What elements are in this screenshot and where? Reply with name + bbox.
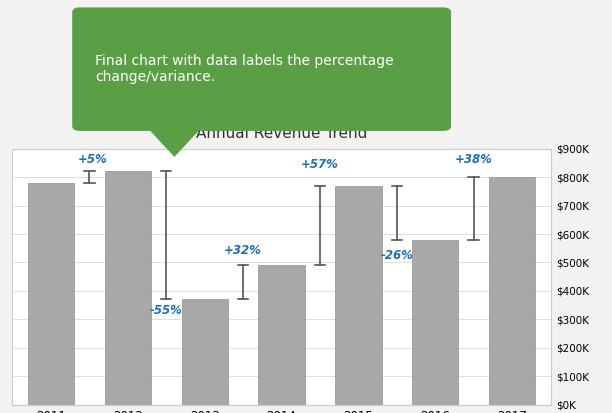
Bar [105,171,151,405]
Text: Final chart with data labels the percentage
change/variance.: Final chart with data labels the percent… [95,54,394,84]
Text: -55%: -55% [150,304,182,316]
Title: Annual Revenue Trend: Annual Revenue Trend [196,126,367,140]
Text: +32%: +32% [224,244,262,257]
Bar [412,240,458,405]
Bar [335,186,381,405]
Bar [489,177,536,405]
Bar [28,183,74,405]
Bar [258,265,305,405]
Text: +5%: +5% [78,153,108,166]
Text: +57%: +57% [301,159,339,171]
Bar [182,299,228,405]
Text: +38%: +38% [455,153,493,166]
Text: -26%: -26% [381,249,413,263]
